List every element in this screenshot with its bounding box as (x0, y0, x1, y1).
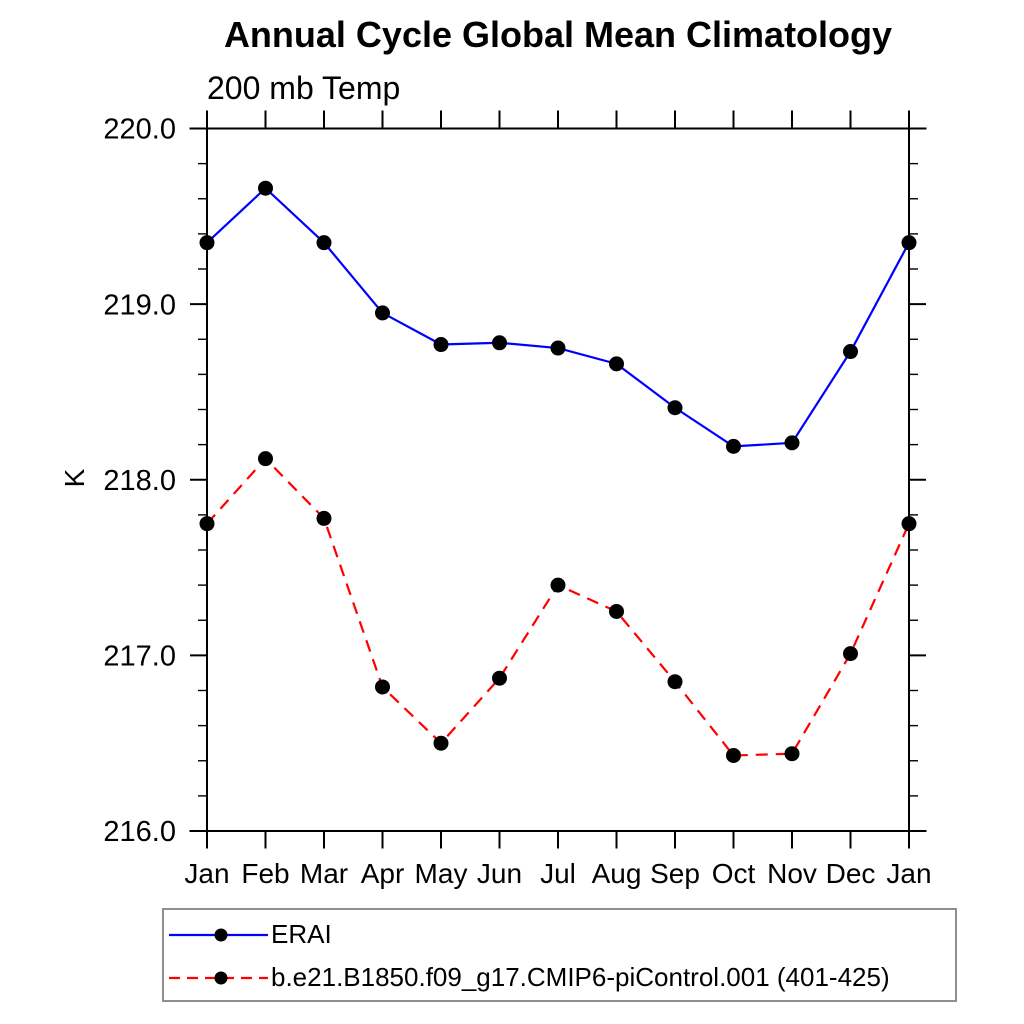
legend-item-erai: ERAI (164, 913, 955, 956)
legend-label: b.e21.B1850.f09_g17.CMIP6-piControl.001 … (271, 962, 890, 992)
x-tick-label: Jun (477, 858, 522, 889)
series-0-data-point-marker (667, 400, 683, 416)
x-tick-label: Nov (767, 858, 817, 889)
solid-line-marker-icon (169, 928, 268, 941)
series-0-data-point-marker (433, 337, 449, 353)
x-tick-label: Jul (540, 858, 576, 889)
chart-subtitle: 200 mb Temp (207, 70, 401, 106)
series-1-data-point-marker (199, 516, 215, 532)
y-tick-label: 217.0 (103, 641, 176, 673)
legend-marker-sample (214, 928, 228, 941)
series-1-data-point-marker (316, 510, 332, 526)
legend-label: ERAI (271, 919, 332, 949)
x-tick-label: Oct (712, 858, 756, 889)
series-1-data-point-marker (492, 670, 507, 686)
x-tick-label: May (415, 858, 468, 889)
chart-title: Annual Cycle Global Mean Climatology (223, 14, 893, 55)
series-1-data-point-marker (726, 747, 741, 763)
series-1-data-point-marker (609, 603, 624, 619)
series-1-data-point-marker (667, 674, 683, 690)
x-tick-label: Feb (241, 858, 289, 889)
series-0-data-point-marker (316, 235, 332, 251)
series-0-data-point-marker (726, 438, 741, 454)
series-0-data-point-marker (492, 335, 507, 351)
series-0-data-point-marker (258, 180, 273, 196)
series-0-data-point-marker (375, 305, 390, 321)
series-1-line (206, 457, 911, 757)
dashed-line-marker-icon (169, 971, 268, 984)
series-1-data-point-marker (550, 577, 566, 593)
x-tick-label: Aug (592, 858, 642, 889)
series-0-data-point-marker (843, 344, 858, 360)
x-tick-label: Dec (826, 858, 876, 889)
legend-marker-sample (214, 971, 228, 984)
x-tick-label: Sep (650, 858, 700, 889)
series-0-data-point-marker (550, 340, 566, 356)
series-1-data-point-marker (843, 646, 858, 662)
legend: ERAI b.e21.B1850.f09_g17.CMIP6-piControl… (162, 908, 957, 1002)
series-1-data-point-marker (433, 735, 449, 751)
x-tick-label: Jan (886, 858, 931, 889)
series-1-data-point-marker (784, 746, 800, 762)
y-tick-label: 216.0 (103, 816, 176, 848)
x-tick-label: Apr (361, 858, 405, 889)
series-1-data-point-marker (258, 451, 273, 467)
y-tick-label: 219.0 (103, 289, 176, 321)
series-1-data-point-marker (375, 679, 390, 695)
y-tick-label: 220.0 (103, 114, 176, 146)
legend-item-picontrol: b.e21.B1850.f09_g17.CMIP6-piControl.001 … (164, 956, 955, 999)
y-tick-label: 218.0 (103, 465, 176, 497)
series-1-data-point-marker (901, 516, 917, 532)
series-0-line (206, 186, 910, 448)
series-0-data-point-marker (609, 356, 624, 372)
x-tick-label: Jan (184, 858, 229, 889)
series-0-data-point-marker (901, 235, 917, 251)
x-tick-label: Mar (300, 858, 348, 889)
series-0-data-point-marker (784, 435, 800, 451)
series-0-data-point-marker (199, 235, 215, 251)
